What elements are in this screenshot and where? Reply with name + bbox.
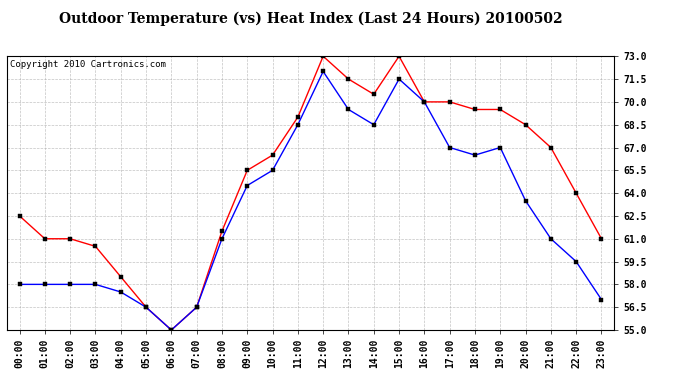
Text: Outdoor Temperature (vs) Heat Index (Last 24 Hours) 20100502: Outdoor Temperature (vs) Heat Index (Las…	[59, 11, 562, 26]
Text: Copyright 2010 Cartronics.com: Copyright 2010 Cartronics.com	[10, 60, 166, 69]
